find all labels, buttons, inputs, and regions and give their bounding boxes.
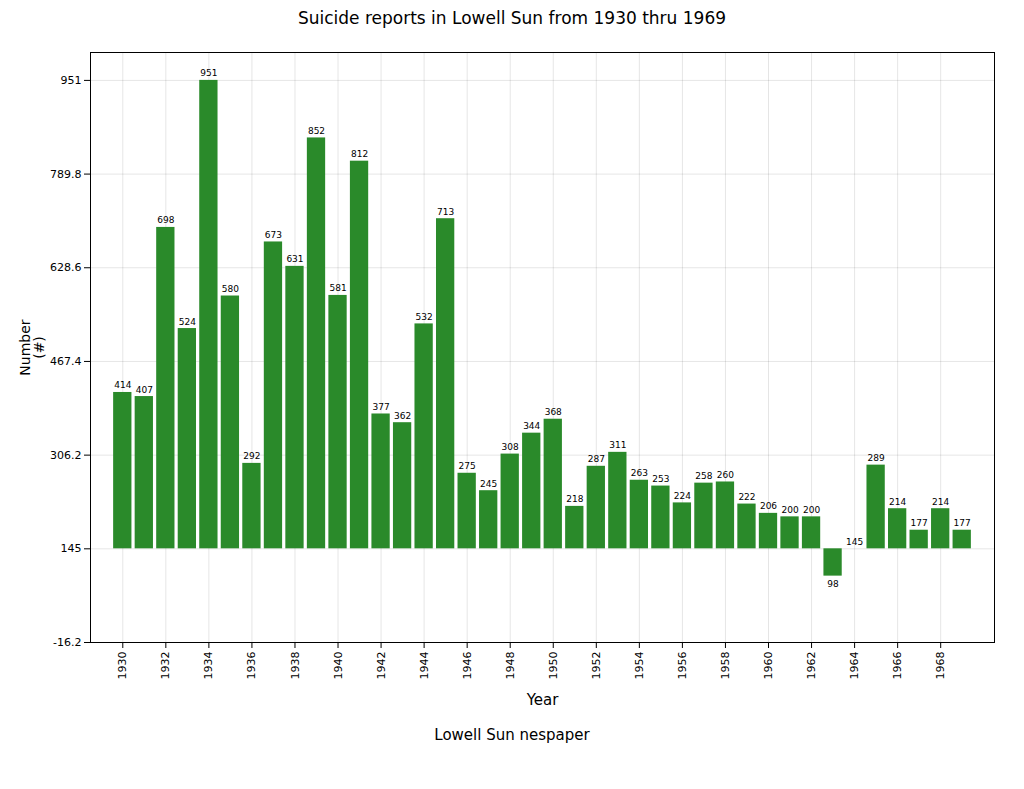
svg-text:1968: 1968 <box>934 652 947 680</box>
svg-text:1940: 1940 <box>332 652 345 680</box>
svg-text:631: 631 <box>286 254 303 264</box>
svg-text:368: 368 <box>545 407 562 417</box>
svg-text:287: 287 <box>588 454 605 464</box>
svg-text:789.8: 789.8 <box>50 168 82 181</box>
svg-text:258: 258 <box>695 471 712 481</box>
svg-text:1950: 1950 <box>547 652 560 680</box>
svg-text:224: 224 <box>674 491 691 501</box>
svg-text:289: 289 <box>868 453 885 463</box>
svg-text:311: 311 <box>609 440 626 450</box>
svg-text:Number(#): Number(#) <box>17 319 47 375</box>
svg-text:852: 852 <box>308 126 325 136</box>
svg-text:532: 532 <box>416 312 433 322</box>
svg-text:292: 292 <box>243 451 260 461</box>
svg-text:812: 812 <box>351 149 368 159</box>
svg-text:145: 145 <box>846 537 863 547</box>
svg-text:218: 218 <box>566 494 583 504</box>
svg-text:1956: 1956 <box>676 652 689 680</box>
svg-text:1934: 1934 <box>202 652 215 680</box>
svg-text:1944: 1944 <box>418 652 431 680</box>
svg-text:1930: 1930 <box>116 652 129 680</box>
svg-text:1962: 1962 <box>805 652 818 680</box>
svg-text:581: 581 <box>329 283 346 293</box>
svg-text:951: 951 <box>200 68 217 78</box>
svg-text:344: 344 <box>523 421 540 431</box>
svg-text:1936: 1936 <box>245 652 258 680</box>
svg-text:580: 580 <box>222 284 239 294</box>
svg-text:245: 245 <box>480 479 497 489</box>
svg-text:-16.2: -16.2 <box>53 636 81 649</box>
svg-text:673: 673 <box>265 230 282 240</box>
svg-text:1948: 1948 <box>504 652 517 680</box>
svg-text:306.2: 306.2 <box>50 449 82 462</box>
svg-text:1938: 1938 <box>288 652 301 680</box>
html-text:Suicide reports in Lowell Sun: Suicide reports in Lowell Sun from 1930 … <box>297 8 727 28</box>
svg-text:214: 214 <box>889 497 906 507</box>
svg-text:206: 206 <box>760 501 777 511</box>
svg-text:260: 260 <box>717 470 734 480</box>
svg-text:145: 145 <box>61 542 82 555</box>
svg-text:1966: 1966 <box>891 652 904 680</box>
svg-text:951: 951 <box>61 74 82 87</box>
svg-text:1932: 1932 <box>159 652 172 680</box>
svg-text:377: 377 <box>372 402 389 412</box>
svg-text:1946: 1946 <box>461 652 474 680</box>
svg-text:214: 214 <box>932 497 949 507</box>
svg-text:524: 524 <box>179 317 196 327</box>
svg-text:200: 200 <box>803 505 820 515</box>
svg-text:253: 253 <box>652 474 669 484</box>
svg-text:177: 177 <box>954 518 971 528</box>
svg-text:308: 308 <box>502 442 519 452</box>
svg-text:98: 98 <box>827 579 839 589</box>
svg-text:263: 263 <box>631 468 648 478</box>
svg-text:275: 275 <box>459 461 476 471</box>
svg-text:414: 414 <box>114 380 131 390</box>
svg-text:177: 177 <box>911 518 928 528</box>
svg-text:362: 362 <box>394 411 411 421</box>
svg-text:467.4: 467.4 <box>50 355 82 368</box>
svg-text:713: 713 <box>437 207 454 217</box>
svg-text:407: 407 <box>136 385 153 395</box>
svg-text:698: 698 <box>157 215 174 225</box>
svg-text:Year: Year <box>526 691 560 709</box>
svg-text:628.6: 628.6 <box>50 261 82 274</box>
svg-text:1960: 1960 <box>762 652 775 680</box>
svg-text:1958: 1958 <box>719 652 732 680</box>
svg-text:200: 200 <box>781 505 798 515</box>
svg-text:1952: 1952 <box>590 652 603 680</box>
html-text:Lowell Sun nespaper: Lowell Sun nespaper <box>434 726 590 744</box>
svg-text:1964: 1964 <box>848 652 861 680</box>
svg-text:222: 222 <box>738 492 755 502</box>
svg-text:1942: 1942 <box>375 652 388 680</box>
svg-text:1954: 1954 <box>633 652 646 680</box>
